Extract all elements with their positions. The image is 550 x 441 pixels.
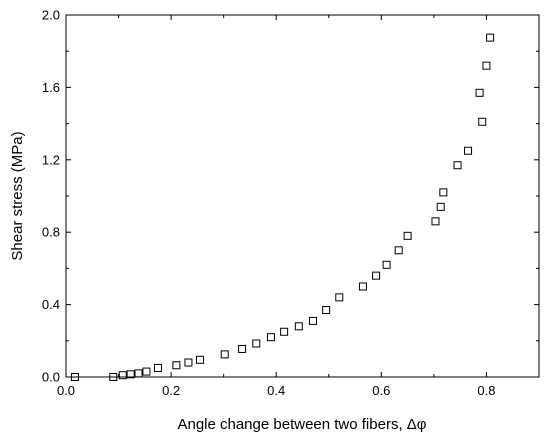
y-tick-label: 1.6 <box>42 80 60 95</box>
data-point <box>184 358 193 367</box>
data-point <box>118 371 127 380</box>
data-point <box>382 260 391 269</box>
data-point <box>322 306 331 315</box>
data-point <box>486 33 495 42</box>
y-tick-label: 0.4 <box>42 297 60 312</box>
data-point <box>482 61 491 70</box>
y-axis-title: Shear stress (MPa) <box>9 131 26 260</box>
data-point <box>436 202 445 211</box>
data-point <box>252 339 261 348</box>
data-point <box>431 217 440 226</box>
data-point <box>475 88 484 97</box>
data-point <box>238 344 247 353</box>
data-point <box>126 370 135 379</box>
x-tick-label: 0.2 <box>162 383 180 398</box>
data-point <box>280 327 289 336</box>
data-point <box>439 188 448 197</box>
data-point <box>403 231 412 240</box>
data-point <box>453 161 462 170</box>
x-tick-label: 0.4 <box>267 383 285 398</box>
data-point <box>153 363 162 372</box>
data-point <box>196 355 205 364</box>
y-tick-label: 2.0 <box>42 8 60 23</box>
data-point <box>266 333 275 342</box>
y-tick-label: 0.8 <box>42 225 60 240</box>
data-point <box>309 316 318 325</box>
y-tick-label: 0.0 <box>42 370 60 385</box>
x-tick-label: 0.0 <box>57 383 75 398</box>
data-point <box>394 246 403 255</box>
data-point <box>172 361 181 370</box>
data-point <box>134 369 143 378</box>
data-point <box>294 322 303 331</box>
data-point <box>464 146 473 155</box>
data-point <box>335 293 344 302</box>
data-point <box>358 282 367 291</box>
x-tick-label: 0.8 <box>477 383 495 398</box>
data-point <box>478 117 487 126</box>
axis-ticks: 0.0 0.2 0.4 0.6 0.8 0.0 0.4 0.8 1.2 1.6 2.0 <box>42 8 540 398</box>
data-point <box>372 271 381 280</box>
plot-frame <box>65 14 540 378</box>
x-axis-title: Angle change between two fibers, Δφ <box>177 416 426 433</box>
data-point <box>142 367 151 376</box>
data-points <box>70 33 495 381</box>
y-tick-label: 1.2 <box>42 152 60 167</box>
data-point <box>220 350 229 359</box>
x-tick-label: 0.6 <box>372 383 390 398</box>
